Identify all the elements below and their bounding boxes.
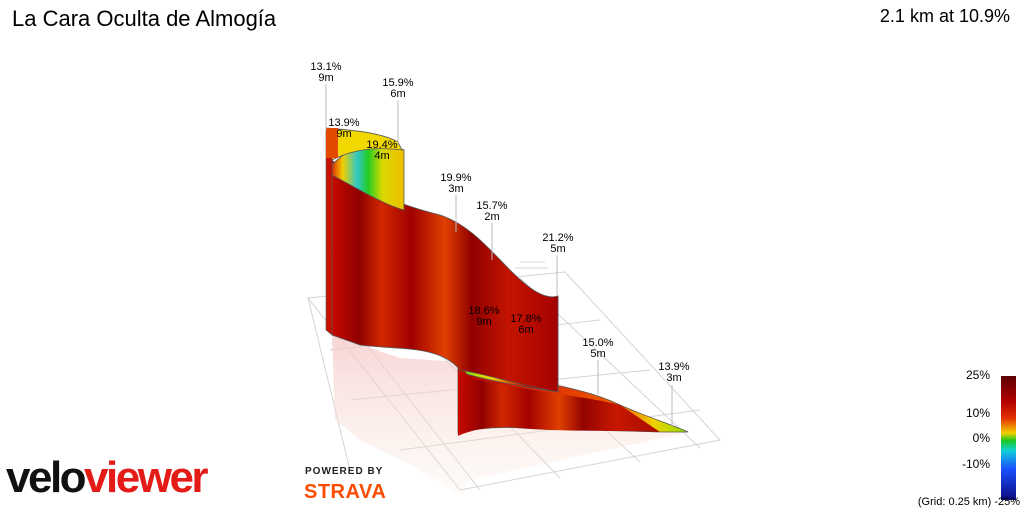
legend-label: 0% [972, 431, 990, 445]
segment-length: 6m [390, 88, 405, 100]
segment-grade: 15.0% [582, 337, 613, 349]
segment-grade: 21.2% [542, 232, 573, 244]
segment-grade: 17.8% [510, 313, 541, 325]
segment-length: 5m [590, 348, 605, 360]
powered-by-label: POWERED BY [305, 466, 384, 477]
segment-grade: 13.1% [310, 61, 341, 73]
segment-length: 9m [336, 128, 351, 140]
segment-length: 9m [476, 316, 491, 328]
legend-label: 10% [965, 406, 990, 420]
profile-ribbon [325, 127, 689, 436]
segment-grade: 15.7% [476, 200, 507, 212]
segment-length: 2m [484, 211, 499, 223]
segment-summary: 2.1 km at 10.9% [879, 6, 1010, 26]
grid-note: (Grid: 0.25 km) -25% [917, 496, 1020, 508]
segment-length: 4m [374, 150, 389, 162]
strava-logo: STRAVA [304, 481, 387, 503]
legend-color-bar [1001, 376, 1016, 500]
segment-length: 3m [448, 183, 463, 195]
segment-length: 5m [550, 243, 565, 255]
segment-grade: 19.4% [366, 139, 397, 151]
segment-length: 3m [666, 372, 681, 384]
gradient-legend: 25% 10% 0% -10% [960, 368, 1024, 512]
legend-label: -10% [961, 457, 990, 471]
segment-grade: 13.9% [658, 361, 689, 373]
legend-label: 25% [965, 368, 990, 382]
segment-length: 9m [318, 72, 333, 84]
segment-annotations: 13.1% 9m 15.9% 6m 13.9% 9m 19.4% 4m 19.9… [310, 61, 689, 384]
annotation-leaders [325, 84, 673, 426]
segment-grade: 13.9% [328, 117, 359, 129]
segment-grade: 15.9% [382, 77, 413, 89]
segment-grade: 18.6% [468, 305, 499, 317]
veloviewer-logo: veloviewer [6, 453, 209, 502]
segment-length: 6m [518, 324, 533, 336]
page-title: La Cara Oculta de Almogía [12, 6, 277, 31]
segment-grade: 19.9% [440, 172, 471, 184]
